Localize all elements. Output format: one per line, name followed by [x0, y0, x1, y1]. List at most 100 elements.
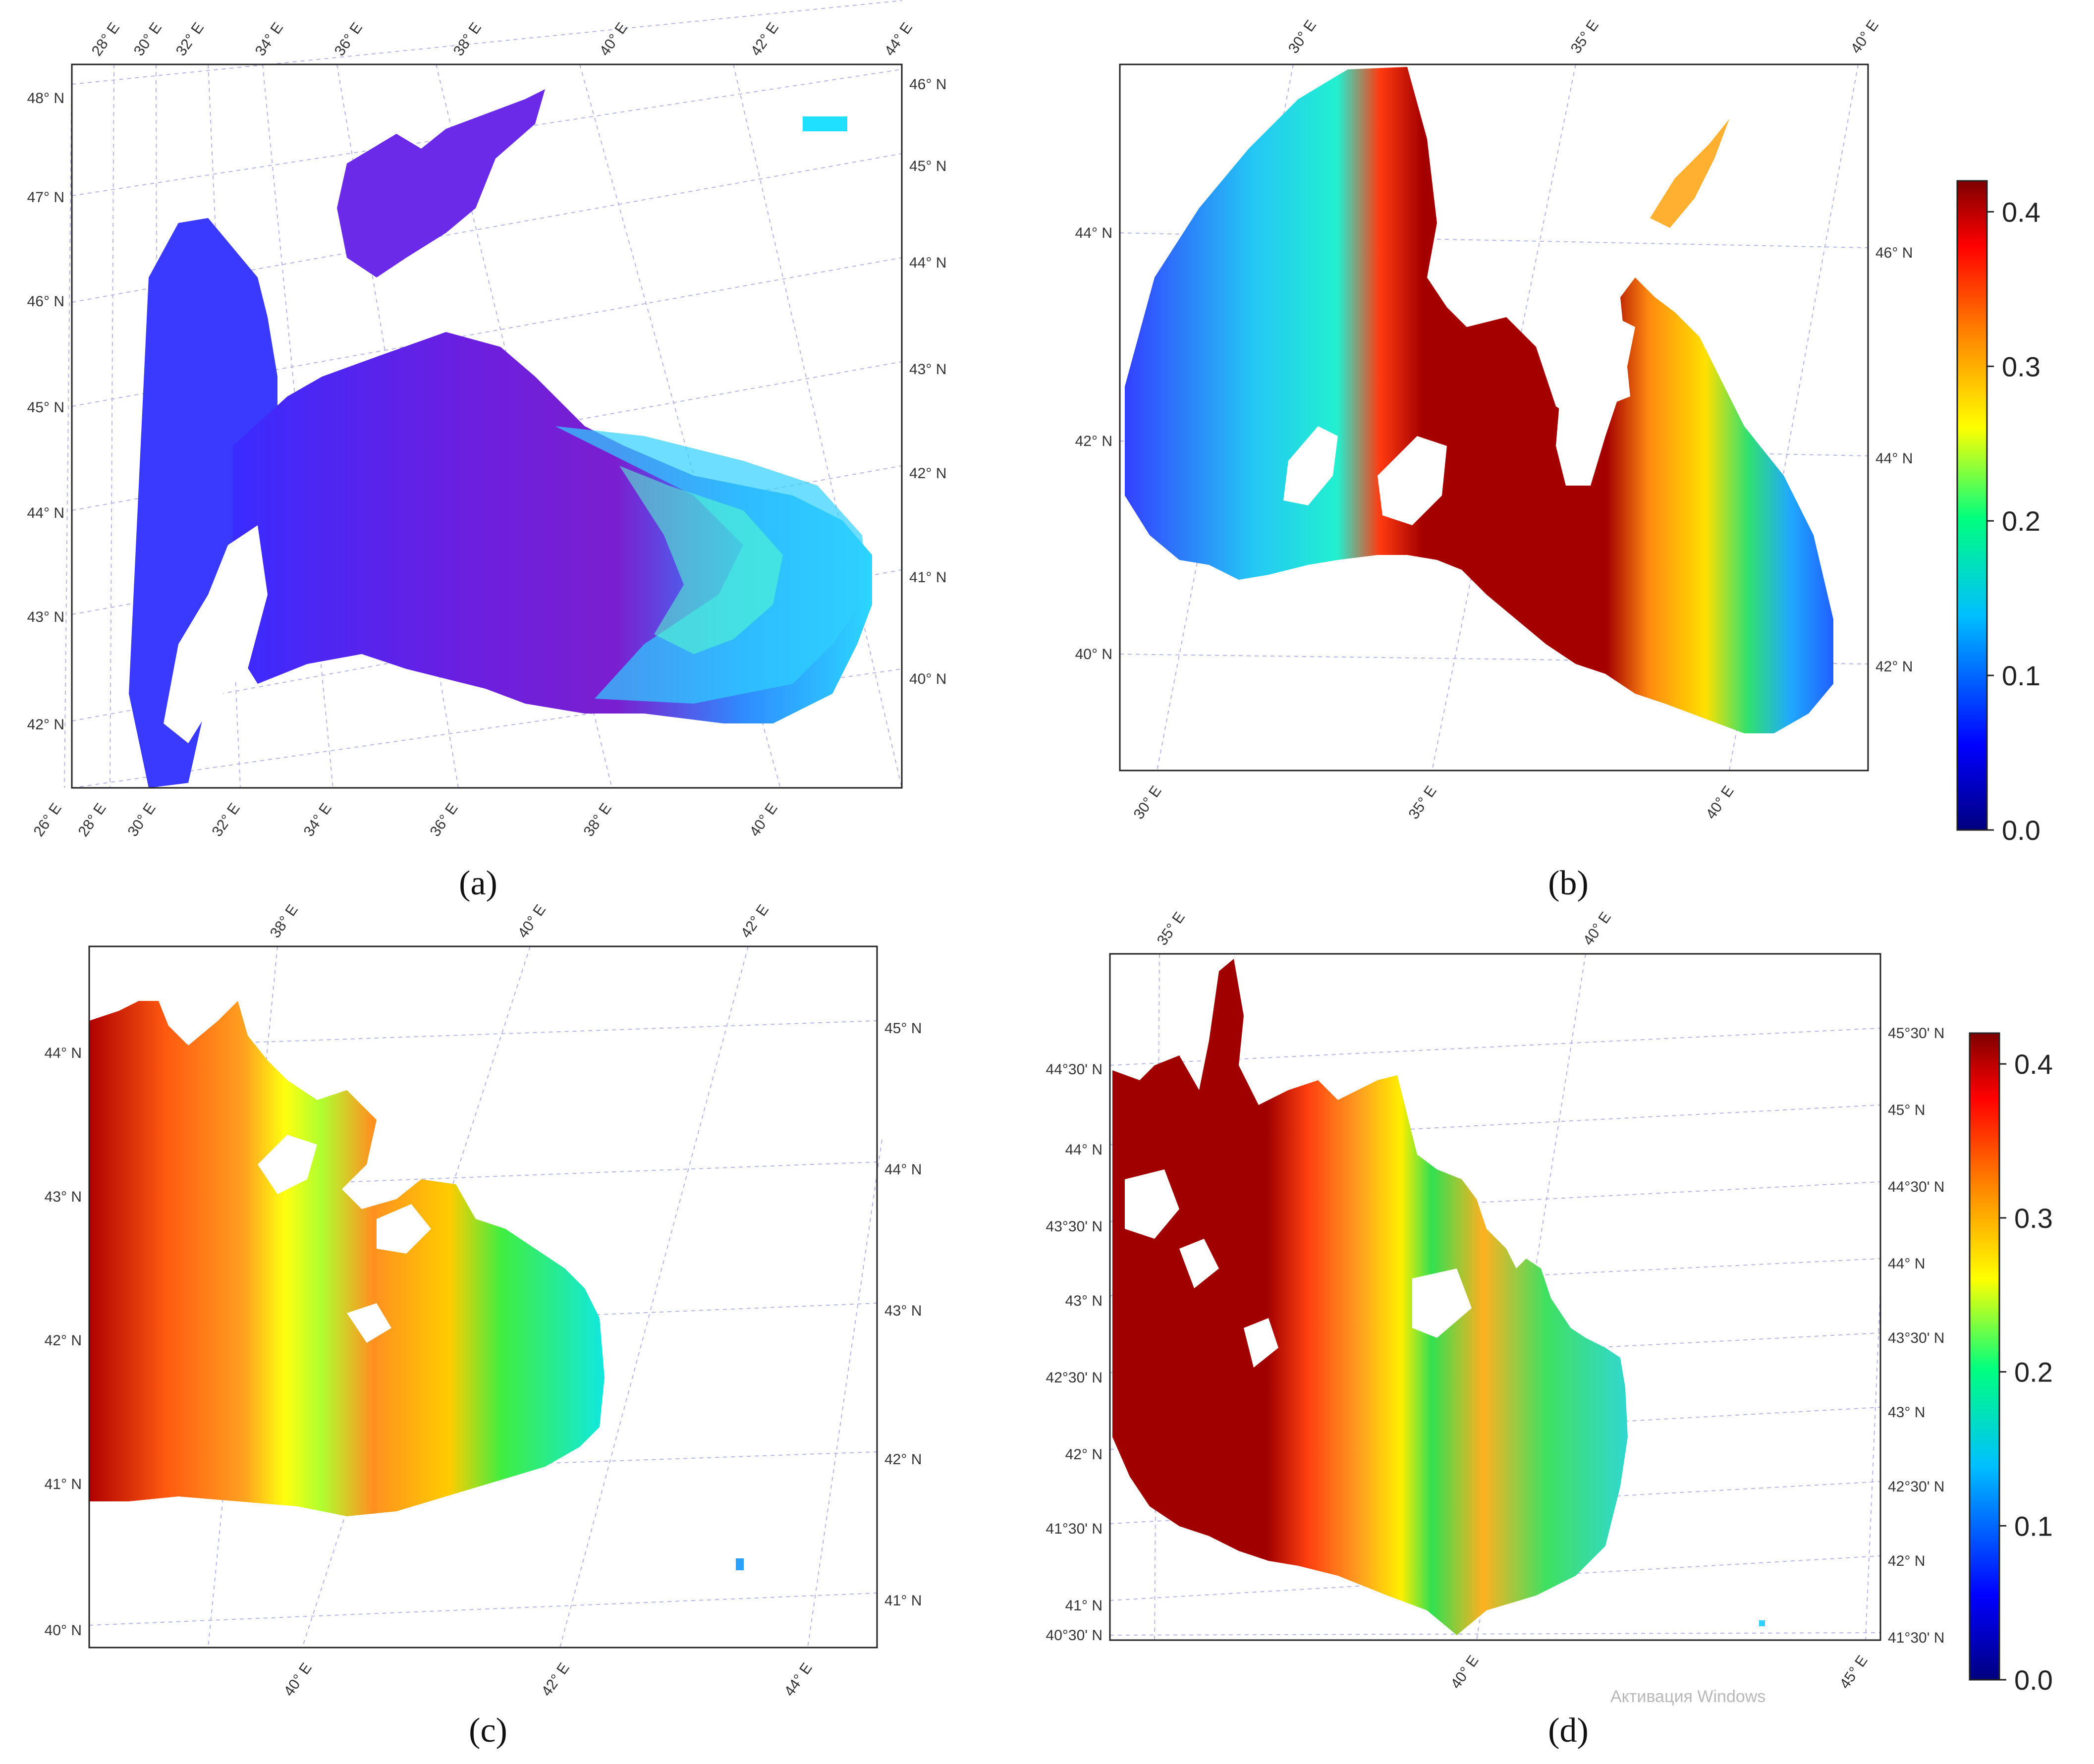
panel-c-right-lat-label: 44° N: [884, 1161, 922, 1178]
panel-c-cloud-gap-1: [258, 1135, 317, 1194]
panel-b-frame: [1119, 63, 1869, 772]
panel-c-left-lat-label: 41° N: [45, 1476, 82, 1492]
panel-b-bottom-lon-label: 40° E: [1703, 783, 1737, 822]
panel-a-bottom-lon-label: 36° E: [427, 800, 461, 839]
panel-b-top-lon-label: 35° E: [1568, 17, 1602, 56]
panel-c-map: [89, 1001, 744, 1570]
panel-a-western-shelf: [129, 218, 277, 788]
panel-b-right-lat-labels: 46° N 44° N 42° N: [1875, 245, 1913, 675]
panel-a-bottom-lon-label: 38° E: [580, 800, 614, 839]
panel-b-right-lat-label: 42° N: [1875, 659, 1913, 675]
panel-d-left-lat-label: 44° N: [1065, 1142, 1102, 1158]
panel-d-left-lat-label: 43° N: [1065, 1293, 1102, 1309]
panel-d-left-lat-label: 44°30' N: [1046, 1061, 1102, 1078]
panel-b-bottom-lon-labels: 30° E 35° E 40° E: [1130, 783, 1737, 822]
panel-a-caption: (a): [459, 864, 497, 902]
panel-d: 35° E 40° E 40° E 45° E 44°30' N 44° N 43°30…: [1046, 909, 1945, 1750]
panel-a-top-lon-label: 42° E: [748, 20, 782, 59]
colorbar-bottom-ticks: 0.4 0.3 0.2 0.1 0.0: [1999, 1048, 2053, 1696]
panel-d-frame: [1109, 953, 1881, 1641]
panel-b-map: [1125, 67, 1833, 733]
panel-d-right-lat-label: 42° N: [1888, 1553, 1925, 1569]
panel-a-top-lon-label: 44° E: [882, 20, 916, 59]
panel-a-right-lat-label: 41° N: [909, 569, 946, 586]
panel-c-bottom-lon-label: 42° E: [538, 1660, 572, 1699]
panel-a-bottom-lon-label: 32° E: [209, 800, 243, 839]
os-activation-watermark: Активация Windows: [1610, 1687, 1765, 1706]
panel-a-bottom-lon-labels: 26° E 28° E 30° E 32° E 34° E 36° E 38° E 40° E: [30, 800, 780, 839]
panel-d-right-lat-labels: 45°30' N 45° N 44°30' N 44° N 43°30' N 43° N 4…: [1888, 1025, 1944, 1646]
panel-a-right-lat-label: 44° N: [909, 255, 946, 271]
panel-c-right-lat-label: 45° N: [884, 1020, 922, 1037]
panel-d-top-lon-label: 40° E: [1580, 909, 1614, 948]
panel-c-cloud-gap-2: [377, 1204, 431, 1254]
panel-d-left-lat-label: 43°30' N: [1046, 1218, 1102, 1235]
panel-d-cloud-gap-4: [1412, 1268, 1472, 1338]
panel-b-bottom-lon-label: 30° E: [1130, 783, 1164, 822]
panel-a-map: [129, 89, 872, 788]
panel-d-left-lat-label: 41° N: [1065, 1598, 1102, 1614]
panel-d-bottom-lon-labels: 40° E 45° E: [1447, 1653, 1871, 1692]
panel-b-left-lat-labels: 44° N 42° N 40° N: [1075, 225, 1112, 662]
panel-c-right-lat-labels: 45° N 44° N 43° N 42° N 41° N: [884, 1020, 922, 1609]
panel-c-top-lon-label: 40° E: [515, 902, 549, 941]
panel-d-top-lon-label: 35° E: [1154, 909, 1188, 948]
colorbar-top-tick-label: 0.4: [2002, 196, 2040, 227]
panel-d-bottom-lon-label: 45° E: [1836, 1653, 1871, 1692]
panel-b-top-lon-label: 40° E: [1848, 17, 1882, 56]
panel-d-top-lon-labels: 35° E 40° E: [1154, 909, 1614, 948]
panel-d-caption: (d): [1548, 1711, 1589, 1750]
panel-c-left-lat-label: 42° N: [45, 1332, 82, 1349]
panel-a-top-lon-label: 40° E: [597, 20, 631, 59]
panel-a-frame: [71, 63, 903, 789]
panel-d-map: [1112, 959, 1765, 1635]
colorbar-bottom-tick-label: 0.0: [2014, 1664, 2053, 1696]
colorbar-top-tick-label: 0.2: [2002, 505, 2040, 537]
panel-c-caption: (c): [469, 1711, 507, 1750]
panel-c-bottom-lon-label: 40° E: [280, 1660, 315, 1699]
panel-d-left-lat-labels: 44°30' N 44° N 43°30' N 43° N 42°30' N 42° N 4…: [1046, 1061, 1102, 1644]
panel-c-right-lat-label: 42° N: [884, 1451, 922, 1468]
panel-a-left-lat-label: 47° N: [27, 189, 64, 206]
panel-d-cloud-gap-3: [1244, 1318, 1278, 1368]
panel-d-right-lat-label: 42°30' N: [1888, 1479, 1944, 1495]
panel-c-top-lon-label: 42° E: [738, 902, 772, 941]
panel-b-caption: (b): [1548, 864, 1589, 902]
panel-a-top-lon-label: 30° E: [131, 20, 165, 59]
panel-d-left-lat-label: 42°30' N: [1046, 1370, 1102, 1386]
panel-d-right-lat-label: 41°30' N: [1888, 1630, 1944, 1646]
panel-d-right-lat-label: 44° N: [1888, 1256, 1925, 1272]
panel-b-cloud-gap-3: [1378, 436, 1447, 525]
panel-b-left-lat-label: 44° N: [1075, 225, 1112, 241]
colorbar-bottom: 0.4 0.3 0.2 0.1 0.0: [1969, 1032, 2053, 1696]
panel-a-top-lon-label: 34° E: [252, 20, 286, 59]
panel-a-bottom-lon-label: 30° E: [124, 800, 159, 839]
colorbar-bottom-tick-label: 0.2: [2014, 1357, 2053, 1388]
panel-d-right-lat-label: 44°30' N: [1888, 1179, 1944, 1195]
colorbar-top-gradient: [1956, 180, 1988, 831]
panel-a-top-lon-labels: 28° E 30° E 32° E 34° E 36° E 38° E 40° E 42° E…: [89, 20, 916, 59]
panel-a-right-lat-labels: 46° N 45° N 44° N 43° N 42° N 41° N 40° N: [909, 76, 946, 687]
panel-c-right-lat-label: 41° N: [884, 1593, 922, 1609]
panel-c-left-lat-labels: 44° N 43° N 42° N 41° N 40° N: [45, 1045, 82, 1639]
panel-a-east-coast-noise: [619, 466, 783, 654]
panel-b-left-lat-label: 42° N: [1075, 433, 1112, 449]
panel-b-top-lon-labels: 30° E 35° E 40° E: [1285, 17, 1882, 56]
panel-c-top-lon-label: 38° E: [267, 902, 301, 941]
panel-a-bottom-lon-label: 40° E: [746, 800, 780, 839]
panel-b-sea: [1125, 67, 1833, 733]
panel-a-top-lon-label: 32° E: [173, 20, 207, 59]
panel-c-bottom-lon-labels: 40° E 42° E 44° E: [280, 1660, 815, 1699]
panel-d-right-lat-label: 43°30' N: [1888, 1330, 1944, 1346]
panel-d-sea: [1112, 959, 1628, 1635]
panel-c-left-lat-label: 44° N: [45, 1045, 82, 1061]
panel-d-right-lat-label: 43° N: [1888, 1404, 1925, 1421]
panel-a-top-lon-label: 28° E: [89, 20, 123, 59]
panel-b-right-lat-label: 46° N: [1875, 245, 1913, 261]
colorbar-top-ticks: 0.4 0.3 0.2 0.1 0.0: [1987, 196, 2040, 846]
colorbar-bottom-tick-label: 0.4: [2014, 1048, 2053, 1080]
panel-b: 30° E 35° E 40° E 30° E 35° E 40° E 44° N 42°…: [1075, 17, 1913, 902]
panel-c-sea: [89, 1001, 605, 1516]
panel-a-top-lon-label: 36° E: [331, 20, 366, 59]
